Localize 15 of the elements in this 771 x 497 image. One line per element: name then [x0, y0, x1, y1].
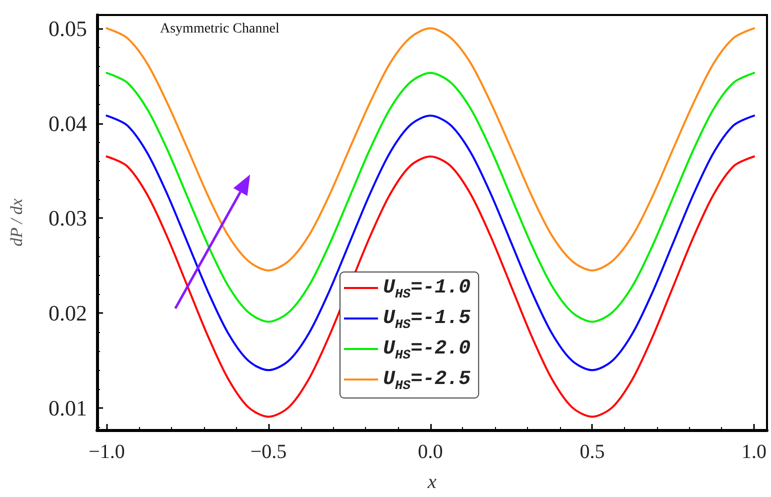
x-tick-label: −1.0 — [88, 441, 125, 463]
annotation: Asymmetric Channel — [160, 22, 280, 36]
x-tick-label: −0.5 — [250, 441, 287, 463]
x-tick-label: 0.5 — [580, 441, 605, 463]
x-tick-label: 0.0 — [418, 441, 443, 463]
y-tick-label: 0.05 — [48, 16, 87, 41]
y-tick-label: 0.03 — [48, 206, 87, 231]
x-axis-title: x — [426, 471, 437, 493]
y-axis-title: dP / dx — [7, 198, 26, 246]
line-series — [106, 114, 756, 372]
y-tick-label: 0.04 — [48, 110, 87, 136]
line-series — [106, 156, 756, 418]
x-tick-label: 1.0 — [742, 441, 767, 463]
y-tick-label: 0.02 — [48, 300, 87, 326]
y-tick-label: 0.01 — [48, 396, 87, 421]
